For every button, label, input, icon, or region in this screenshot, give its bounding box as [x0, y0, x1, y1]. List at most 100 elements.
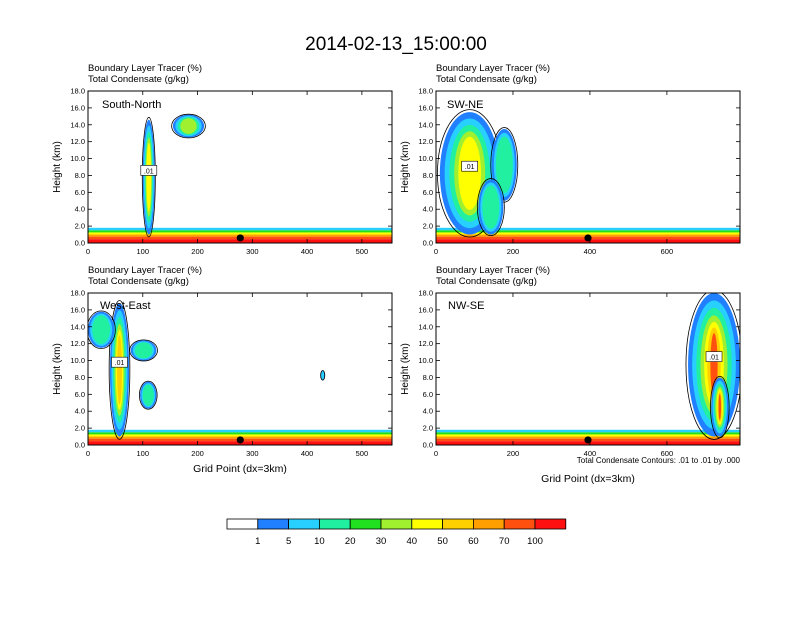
y-tick-label: 4.0	[75, 205, 85, 214]
panel-west-east: Boundary Layer Tracer (%) Total Condensa…	[52, 265, 393, 475]
panel-sw-ne: Boundary Layer Tracer (%) Total Condensa…	[400, 63, 741, 256]
axis-ticks: 0 100 200 300 400 500 0.0 2.0 4.0 6.0 8.0 10.0 12.0 1…	[70, 87, 392, 256]
y-tick-label: 0.0	[423, 239, 433, 248]
colorbar-swatch	[318, 518, 351, 530]
plot-marks: .01	[88, 300, 392, 445]
y-tick-label: 14.0	[70, 322, 85, 331]
y-tick-label: 6.0	[75, 188, 85, 197]
x-tick-label: 300	[246, 449, 259, 458]
x-tick-label: 0	[86, 449, 90, 458]
colorbar-swatch	[226, 518, 259, 530]
location-marker	[584, 436, 592, 444]
boundary-layer-band	[88, 227, 392, 231]
condensate-contour	[141, 117, 156, 238]
panel-title-line-2: Total Condensate (g/kg)	[436, 74, 537, 85]
contour-label-box	[111, 356, 128, 368]
condensate-contour	[171, 113, 206, 139]
y-tick-label: 2.0	[423, 222, 433, 231]
panel-label: West-East	[100, 300, 151, 312]
contour-label-box	[140, 165, 158, 176]
y-tick-label: 0.0	[423, 441, 433, 450]
x-tick-label: 200	[507, 449, 520, 458]
colorbar-label: 30	[376, 536, 387, 547]
tracer-plume	[495, 136, 513, 194]
tracer-plume	[458, 136, 482, 210]
x-tick-label: 200	[507, 247, 520, 256]
x-tick-label: 400	[301, 449, 314, 458]
x-tick-label: 0	[434, 247, 438, 256]
y-tick-label: 0.0	[75, 239, 85, 248]
contour-label: .01	[465, 164, 475, 171]
x-tick-label: 200	[191, 449, 204, 458]
y-tick-label: 4.0	[423, 407, 433, 416]
y-tick-label: 10.0	[418, 154, 433, 163]
colorbar-swatch	[411, 518, 443, 530]
colorbar-label: 50	[437, 536, 448, 547]
colorbar-swatch	[380, 518, 413, 530]
y-axis-label: Height (km)	[52, 141, 63, 193]
y-tick-label: 16.0	[70, 305, 85, 314]
tracer-plume	[710, 333, 718, 397]
y-tick-label: 2.0	[423, 424, 433, 433]
y-tick-label: 8.0	[75, 171, 85, 180]
y-tick-label: 6.0	[75, 390, 85, 399]
condensate-contour	[710, 375, 730, 439]
x-tick-label: 300	[246, 247, 259, 256]
boundary-layer-band	[88, 434, 392, 437]
x-tick-label: 0	[434, 449, 438, 458]
y-tick-label: 18.0	[70, 289, 85, 298]
x-tick-label: 100	[137, 449, 150, 458]
y-tick-label: 12.0	[70, 339, 85, 348]
colorbar-swatch	[503, 518, 536, 530]
y-tick-label: 10.0	[418, 356, 433, 365]
panel-title-line-2: Total Condensate (g/kg)	[88, 74, 189, 85]
colorbar-label: 5	[286, 536, 291, 547]
tracer-plume	[92, 315, 111, 345]
y-tick-label: 6.0	[423, 188, 433, 197]
colorbar-label: 70	[499, 536, 510, 547]
y-tick-label: 18.0	[418, 289, 433, 298]
tracer-plume	[146, 142, 152, 212]
condensate-contour	[108, 300, 131, 440]
colorbar-label: 1	[255, 536, 260, 547]
y-tick-label: 16.0	[418, 305, 433, 314]
panel-label: South-North	[102, 99, 161, 111]
y-tick-label: 4.0	[75, 407, 85, 416]
figure-title: 2014-02-13_15:00:00	[305, 34, 487, 55]
y-tick-label: 12.0	[418, 137, 433, 146]
panel-south-north: Boundary Layer Tracer (%) Total Condensa…	[52, 63, 393, 256]
x-tick-label: 100	[137, 247, 150, 256]
tracer-plume	[321, 371, 325, 380]
colorbar-label: 60	[468, 536, 479, 547]
contour-label: .01	[115, 360, 125, 367]
plot-frame	[87, 292, 393, 446]
x-tick-label: 600	[661, 247, 674, 256]
boundary-layer-band	[436, 230, 740, 233]
y-tick-label: 8.0	[423, 373, 433, 382]
x-axis-label: Grid Point (dx=3km)	[193, 463, 287, 475]
plot-marks: .01	[436, 109, 740, 243]
y-tick-label: 18.0	[418, 87, 433, 96]
axis-ticks: 0 200 400 600 0.0 2.0 4.0 6.0 8.0 10.0 12.0 14.0 16.…	[418, 87, 740, 256]
boundary-layer-band	[88, 230, 392, 233]
y-axis-label: Height (km)	[52, 343, 63, 395]
condensate-contour	[129, 339, 158, 362]
tracer-plume	[482, 185, 500, 229]
boundary-layer-band	[88, 432, 392, 435]
y-tick-label: 14.0	[70, 120, 85, 129]
condensate-contour	[685, 293, 740, 440]
x-tick-label: 500	[356, 247, 369, 256]
plot-frame	[435, 292, 741, 446]
axis-ticks: 0 100 200 300 400 500 0.0 2.0 4.0 6.0 8.0 10.0 12.0 1…	[70, 289, 392, 458]
y-tick-label: 8.0	[423, 171, 433, 180]
x-tick-label: 0	[86, 247, 90, 256]
colorbar: 1 5 10 20 30 40 50 60 70 100	[226, 518, 567, 547]
boundary-layer-band	[88, 429, 392, 433]
panel-nw-se: Boundary Layer Tracer (%) Total Condensa…	[400, 265, 741, 485]
y-tick-label: 6.0	[423, 390, 433, 399]
x-tick-label: 600	[661, 449, 674, 458]
boundary-layer-band	[436, 432, 740, 435]
tracer-plume	[180, 118, 197, 134]
y-tick-label: 2.0	[75, 222, 85, 231]
location-marker	[236, 234, 244, 242]
